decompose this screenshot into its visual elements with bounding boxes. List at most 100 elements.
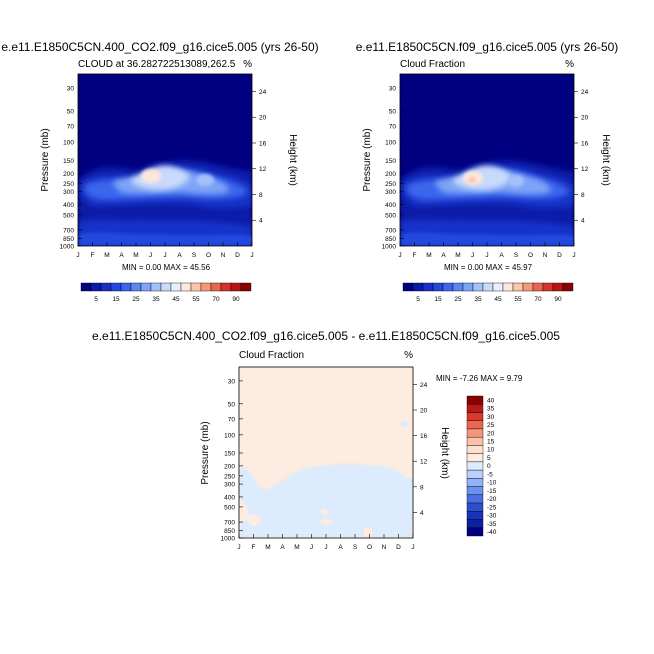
colorbar-swatch bbox=[190, 282, 202, 292]
pressure-tick-label: 50 bbox=[228, 401, 236, 408]
month-tick-label: O bbox=[206, 252, 211, 259]
colorbar-swatch bbox=[412, 282, 424, 292]
contour-level bbox=[239, 500, 249, 522]
colorbar-swatch bbox=[402, 282, 414, 292]
colorbar-label: -5 bbox=[487, 471, 493, 478]
month-tick-label: N bbox=[382, 544, 387, 551]
contour-field bbox=[239, 367, 413, 538]
month-tick-label: F bbox=[413, 252, 417, 259]
colorbar-swatch bbox=[442, 282, 454, 292]
contour-level bbox=[398, 478, 413, 520]
pressure-tick-label: 400 bbox=[385, 202, 396, 209]
colorbar-label: 90 bbox=[232, 296, 240, 303]
colorbar-swatch bbox=[80, 282, 92, 292]
height-tick-label: 12 bbox=[259, 166, 267, 173]
colorbar-label: 90 bbox=[554, 296, 562, 303]
month-tick-label: F bbox=[252, 544, 256, 551]
pressure-tick-label: 700 bbox=[224, 520, 235, 527]
colorbar-swatch bbox=[552, 282, 564, 292]
height-tick-label: 8 bbox=[581, 192, 585, 199]
month-tick-label: J bbox=[250, 252, 253, 259]
month-tick-label: J bbox=[76, 252, 79, 259]
y-axis-title: Pressure (mb) bbox=[200, 421, 211, 484]
month-tick-label: A bbox=[338, 544, 343, 551]
month-tick-label: J bbox=[398, 252, 401, 259]
colorbar-label: -10 bbox=[487, 480, 497, 487]
colorbar-label: -15 bbox=[487, 488, 497, 495]
colorbar-swatch bbox=[220, 282, 232, 292]
pressure-tick-label: 250 bbox=[224, 473, 235, 480]
colorbar-label: 5 bbox=[94, 296, 98, 303]
height-tick-label: 12 bbox=[420, 459, 428, 466]
pressure-tick-label: 500 bbox=[63, 212, 74, 219]
month-tick-label: J bbox=[485, 252, 488, 259]
colorbar-swatch bbox=[466, 412, 484, 421]
pressure-tick-label: 300 bbox=[224, 482, 235, 489]
pressure-tick-label: 150 bbox=[224, 451, 235, 458]
month-tick-label: J bbox=[149, 252, 152, 259]
pressure-tick-label: 1000 bbox=[221, 536, 236, 543]
panel-left-label: Cloud Fraction bbox=[400, 59, 465, 70]
panel-difference: e.e11.E1850C5CN.400_CO2.f09_g16.cice5.00… bbox=[92, 329, 560, 551]
contour-level bbox=[364, 527, 372, 538]
month-tick-label: A bbox=[499, 252, 504, 259]
colorbar-swatch bbox=[562, 282, 574, 292]
height-tick-label: 12 bbox=[581, 166, 589, 173]
colorbar-swatch bbox=[210, 282, 222, 292]
colorbar-label: 15 bbox=[112, 296, 120, 303]
contour-level bbox=[196, 174, 214, 186]
month-tick-label: N bbox=[221, 252, 226, 259]
colorbar-label: -25 bbox=[487, 504, 497, 511]
colorbar-swatch bbox=[466, 486, 484, 496]
height-tick-label: 4 bbox=[420, 510, 424, 517]
colorbar-label: 5 bbox=[487, 455, 491, 462]
pressure-tick-label: 70 bbox=[228, 416, 236, 423]
y-axis-right-title: Height (km) bbox=[600, 134, 611, 186]
min-max-readout: MIN = -7.26 MAX = 9.79 bbox=[436, 374, 523, 383]
colorbar-label: 15 bbox=[434, 296, 442, 303]
colorbar-swatch bbox=[466, 420, 484, 430]
colorbar-swatch bbox=[240, 282, 252, 292]
pressure-tick-label: 500 bbox=[385, 212, 396, 219]
colorbar-swatch bbox=[130, 282, 142, 292]
height-tick-label: 16 bbox=[581, 140, 589, 147]
month-tick-label: J bbox=[411, 544, 414, 551]
colorbar-swatch bbox=[110, 282, 122, 292]
pressure-tick-label: 70 bbox=[389, 124, 397, 131]
colorbar-label: 55 bbox=[514, 296, 522, 303]
pressure-tick-label: 50 bbox=[389, 108, 397, 115]
colorbar-swatch bbox=[422, 282, 434, 292]
colorbar-label: 70 bbox=[534, 296, 542, 303]
panel-units-label: % bbox=[565, 59, 574, 70]
pressure-tick-label: 200 bbox=[224, 463, 235, 470]
colorbar-swatch bbox=[466, 519, 484, 528]
colorbar-label: 25 bbox=[454, 296, 462, 303]
height-tick-label: 16 bbox=[259, 140, 267, 147]
pressure-tick-label: 700 bbox=[385, 227, 396, 234]
colorbar-swatch bbox=[200, 282, 212, 292]
colorbar-label: -40 bbox=[487, 529, 497, 536]
pressure-tick-label: 30 bbox=[228, 378, 236, 385]
y-axis-title: Pressure (mb) bbox=[362, 128, 373, 191]
pressure-tick-label: 200 bbox=[63, 171, 74, 178]
pressure-tick-label: 400 bbox=[224, 494, 235, 501]
month-tick-label: M bbox=[265, 544, 270, 551]
month-tick-label: S bbox=[353, 544, 358, 551]
colorbar-label: -20 bbox=[487, 496, 497, 503]
colorbar-label: 45 bbox=[172, 296, 180, 303]
colorbar-swatch bbox=[140, 282, 152, 292]
colorbar-swatch bbox=[170, 282, 182, 292]
colorbar-swatch bbox=[100, 282, 112, 292]
colorbar-swatch bbox=[466, 469, 484, 479]
colorbar: 5 15 25 35 45 55 70 90 bbox=[80, 282, 252, 303]
month-tick-label: M bbox=[104, 252, 109, 259]
colorbar-swatch bbox=[466, 395, 484, 405]
height-tick-label: 24 bbox=[581, 89, 589, 96]
month-tick-label: J bbox=[310, 544, 313, 551]
month-tick-label: O bbox=[528, 252, 533, 259]
pressure-tick-label: 500 bbox=[224, 504, 235, 511]
pressure-tick-label: 400 bbox=[63, 202, 74, 209]
